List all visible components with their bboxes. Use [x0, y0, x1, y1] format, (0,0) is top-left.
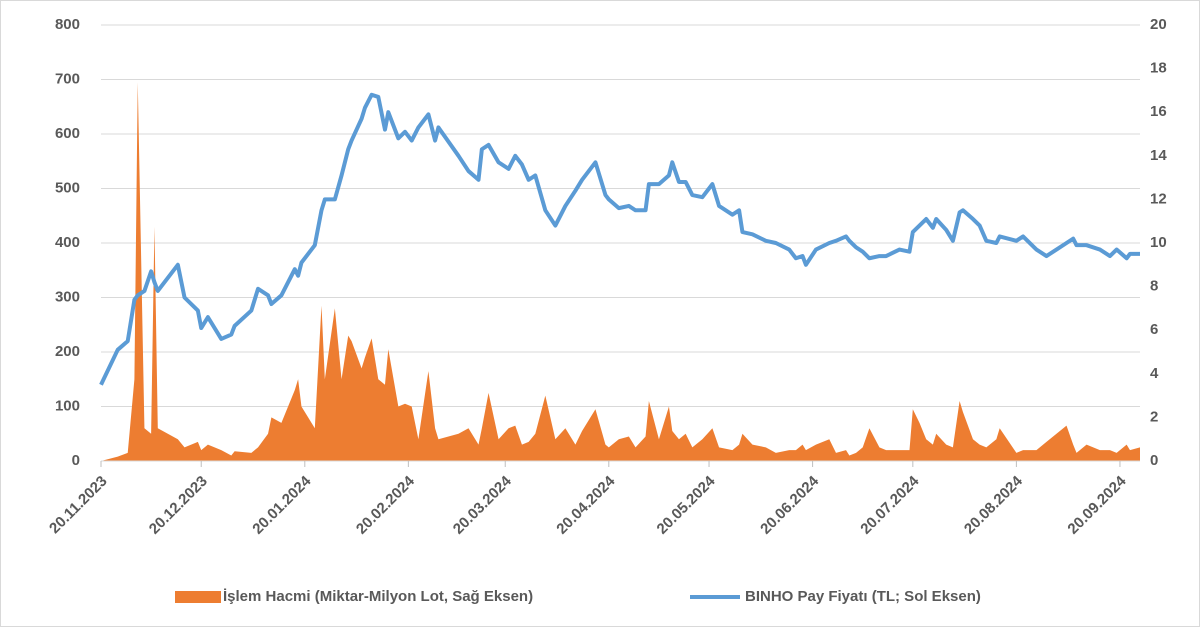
legend-swatch [175, 591, 221, 603]
y2-tick-label: 4 [1150, 365, 1159, 382]
legend-label: İşlem Hacmi (Miktar-Milyon Lot, Sağ Ekse… [223, 588, 533, 605]
y-tick-label: 800 [55, 16, 80, 33]
y-tick-label: 700 [55, 70, 80, 87]
volume-area [101, 82, 1140, 461]
y-tick-label: 600 [55, 125, 80, 142]
y-tick-label: 300 [55, 288, 80, 305]
y2-tick-label: 2 [1150, 408, 1158, 425]
legend-label: BINHO Pay Fiyatı (TL; Sol Eksen) [745, 588, 981, 605]
y2-tick-label: 10 [1150, 234, 1167, 251]
y2-tick-label: 12 [1150, 190, 1167, 207]
y-tick-label: 200 [55, 343, 80, 360]
y-tick-label: 500 [55, 179, 80, 196]
y-tick-label: 0 [72, 452, 80, 469]
y2-tick-label: 20 [1150, 16, 1167, 33]
y2-tick-label: 16 [1150, 103, 1167, 120]
y-tick-label: 400 [55, 234, 80, 251]
y2-tick-label: 0 [1150, 452, 1158, 469]
y2-tick-label: 8 [1150, 278, 1158, 295]
price-line [99, 92, 1140, 386]
y2-tick-label: 6 [1150, 321, 1158, 338]
y2-tick-label: 14 [1150, 147, 1167, 164]
y2-tick-label: 18 [1150, 60, 1167, 77]
y-tick-label: 100 [55, 397, 80, 414]
